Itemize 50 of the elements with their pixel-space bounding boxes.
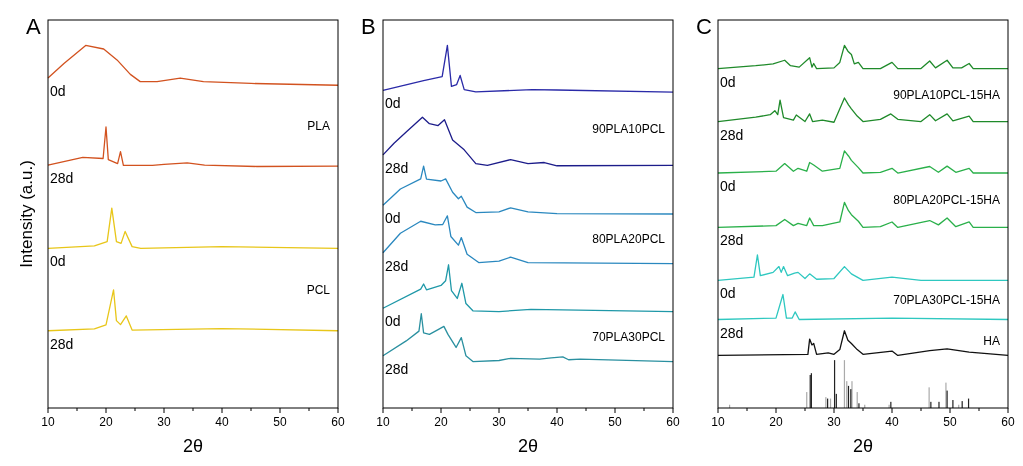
series-label: 0d: [385, 313, 401, 330]
series-label: 28d: [385, 159, 409, 176]
y-axis-title: Intensity (a.u.): [17, 160, 36, 268]
x-axis-title: 2θ: [517, 436, 539, 456]
series-label: HA: [983, 334, 1000, 349]
x-tick-label: 20: [99, 415, 113, 429]
x-tick-label: 50: [943, 415, 957, 429]
x-axis-title: 2θ: [852, 436, 874, 456]
series-label: 28d: [385, 360, 409, 377]
x-tick-label: 50: [273, 415, 287, 429]
series-label: 28d: [720, 126, 744, 143]
series-label: 0d: [720, 178, 736, 195]
chart-title: B: [361, 14, 376, 39]
series-label: 0d: [385, 95, 401, 112]
series-label: 0d: [720, 285, 736, 302]
x-tick-label: 40: [885, 415, 899, 429]
x-tick-label: 30: [157, 415, 171, 429]
annotation: 70PLA30PCL-15HA: [893, 292, 1000, 307]
annotation: 80PLA20PCL-15HA: [893, 193, 1000, 208]
series-label: 0d: [50, 83, 66, 100]
x-tick-label: 20: [434, 415, 448, 429]
series-label: 0d: [385, 210, 401, 227]
x-tick-label: 50: [608, 415, 622, 429]
annotation: 90PLA10PCL-15HA: [893, 88, 1000, 103]
x-tick-label: 20: [769, 415, 783, 429]
annotation: PCL: [306, 282, 331, 297]
series-label: 28d: [720, 324, 744, 341]
x-tick-label: 10: [711, 415, 725, 429]
series-label: 28d: [50, 170, 74, 187]
series-label: 0d: [720, 73, 736, 90]
x-tick-label: 10: [41, 415, 55, 429]
series-label: 28d: [50, 335, 74, 352]
series-label: 28d: [385, 257, 409, 274]
x-axis-title: 2θ: [182, 436, 204, 456]
x-tick-label: 30: [492, 415, 506, 429]
x-tick-label: 40: [550, 415, 564, 429]
annotation: 70PLA30PCL: [592, 329, 666, 344]
chart-title: A: [26, 14, 41, 39]
x-tick-label: 60: [1001, 415, 1015, 429]
x-tick-label: 60: [666, 415, 680, 429]
chart-title: C: [696, 14, 712, 39]
series-label: 0d: [50, 253, 66, 270]
x-tick-label: 60: [331, 415, 345, 429]
x-tick-label: 30: [827, 415, 841, 429]
series-label: 28d: [720, 232, 744, 249]
annotation: 80PLA20PCL: [592, 231, 666, 246]
annotation: PLA: [307, 118, 330, 133]
x-tick-label: 10: [376, 415, 390, 429]
annotation: 90PLA10PCL: [592, 121, 666, 136]
x-tick-label: 40: [215, 415, 229, 429]
